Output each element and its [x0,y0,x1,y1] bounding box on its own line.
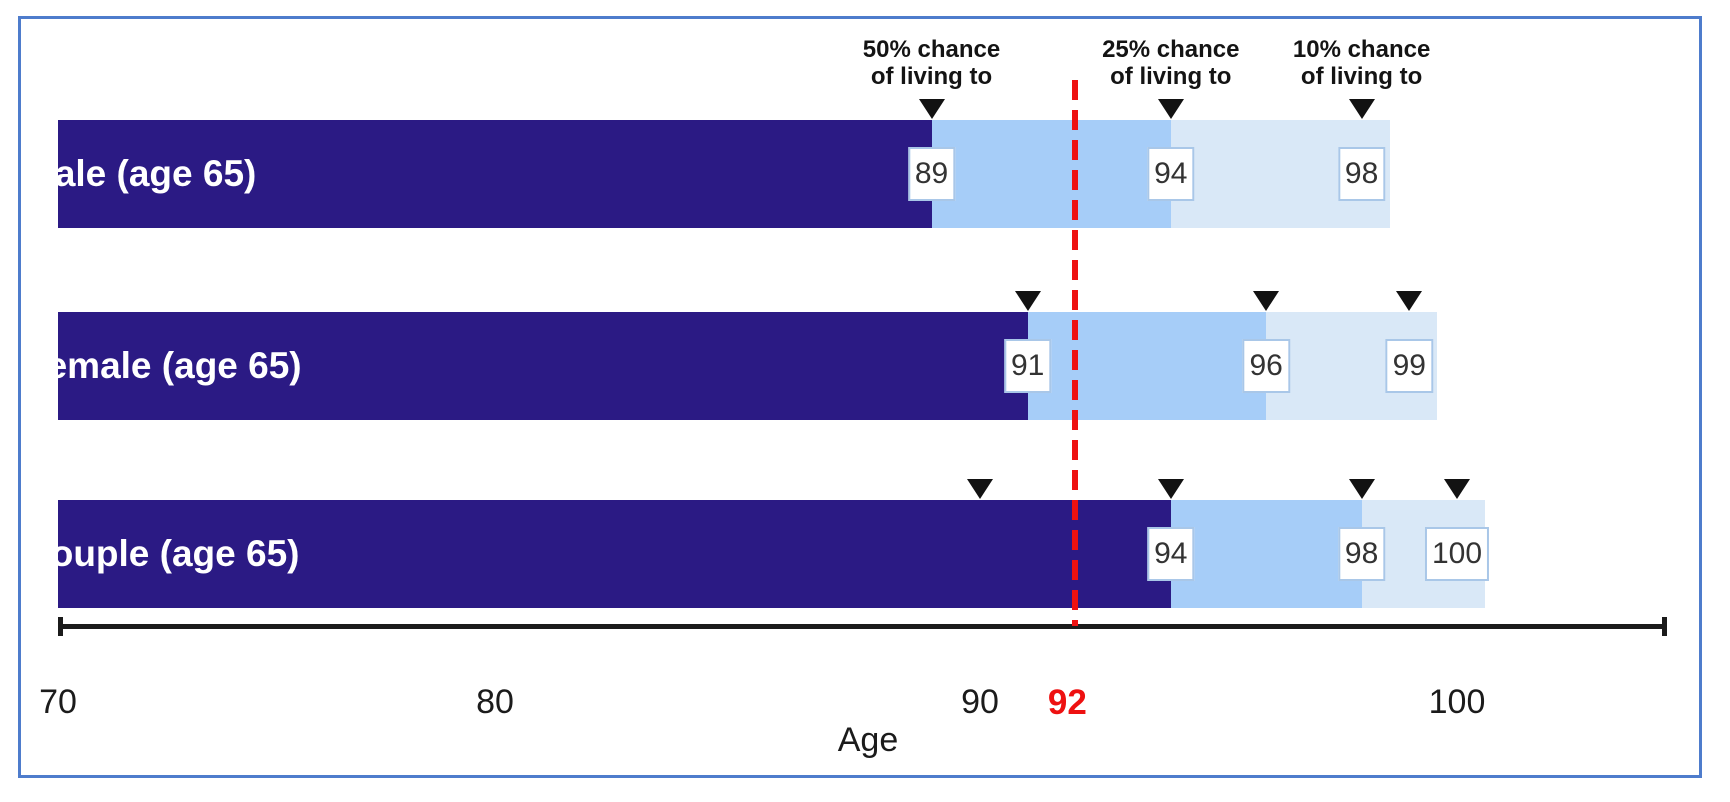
x-axis-line [58,624,1667,629]
legend-25pct-line1: 25% chance [1102,36,1240,63]
chart-border-frame [18,16,1702,778]
segment-50pct [58,120,932,228]
x-tick-80: 80 [476,683,514,721]
age-value-box: 99 [1385,339,1433,393]
marker-triangle-icon [1396,291,1423,311]
bar-label-couple: Couple (age 65) [24,533,300,574]
legend-25pct: 25% chance of living to [1102,36,1239,90]
age-value-box: 94 [1147,527,1195,581]
bar-row-female: Female (age 65) 91 96 99 [0,291,1730,420]
segment-50pct [58,500,1171,608]
reference-line-92 [1072,80,1079,626]
bar-row-male: Male (age 65) 89 94 98 [0,99,1730,228]
reference-line-label: 92 [1047,683,1087,722]
bar-label-female: Female (age 65) [24,345,302,386]
age-value-box: 98 [1337,147,1386,201]
marker-triangle-icon [1253,291,1280,311]
marker-triangle-icon [1157,99,1184,119]
age-value-box: 94 [1147,147,1195,201]
age-value-box: 100 [1424,527,1490,581]
legend-50pct-line1: 50% chance [862,36,1001,63]
age-value-box: 89 [907,147,956,201]
marker-triangle-icon [1444,479,1470,499]
bar-row-couple: Couple (age 65) 94 98 100 [0,479,1730,608]
x-axis-right-cap [1662,617,1667,636]
legend-25pct-line2: of living to [1110,63,1232,90]
age-value-box: 96 [1242,339,1290,393]
legend-10pct: 10% chance of living to [1293,36,1430,90]
marker-triangle-icon [967,479,993,499]
x-axis-left-cap [58,617,63,636]
marker-triangle-icon [918,99,945,119]
bar-label-male: Male (age 65) [24,153,257,194]
segment-25pct [1027,312,1267,420]
segment-50pct [58,312,1028,420]
x-tick-70: 70 [39,683,77,721]
legend-10pct-line2: of living to [1300,63,1423,90]
segment-25pct [1170,500,1362,608]
legend-50pct: 50% chance of living to [863,36,1000,90]
x-axis-title: Age [837,721,899,759]
legend-50pct-line2: of living to [870,63,993,90]
marker-triangle-icon [1348,99,1375,119]
marker-triangle-icon [1014,291,1041,311]
x-tick-90: 90 [961,683,999,721]
x-tick-100: 100 [1428,683,1486,721]
age-value-box: 98 [1337,527,1386,581]
marker-triangle-icon [1157,479,1184,499]
marker-triangle-icon [1348,479,1375,499]
legend-10pct-line1: 10% chance [1292,36,1431,63]
segment-25pct [931,120,1171,228]
age-value-box: 91 [1004,339,1052,393]
